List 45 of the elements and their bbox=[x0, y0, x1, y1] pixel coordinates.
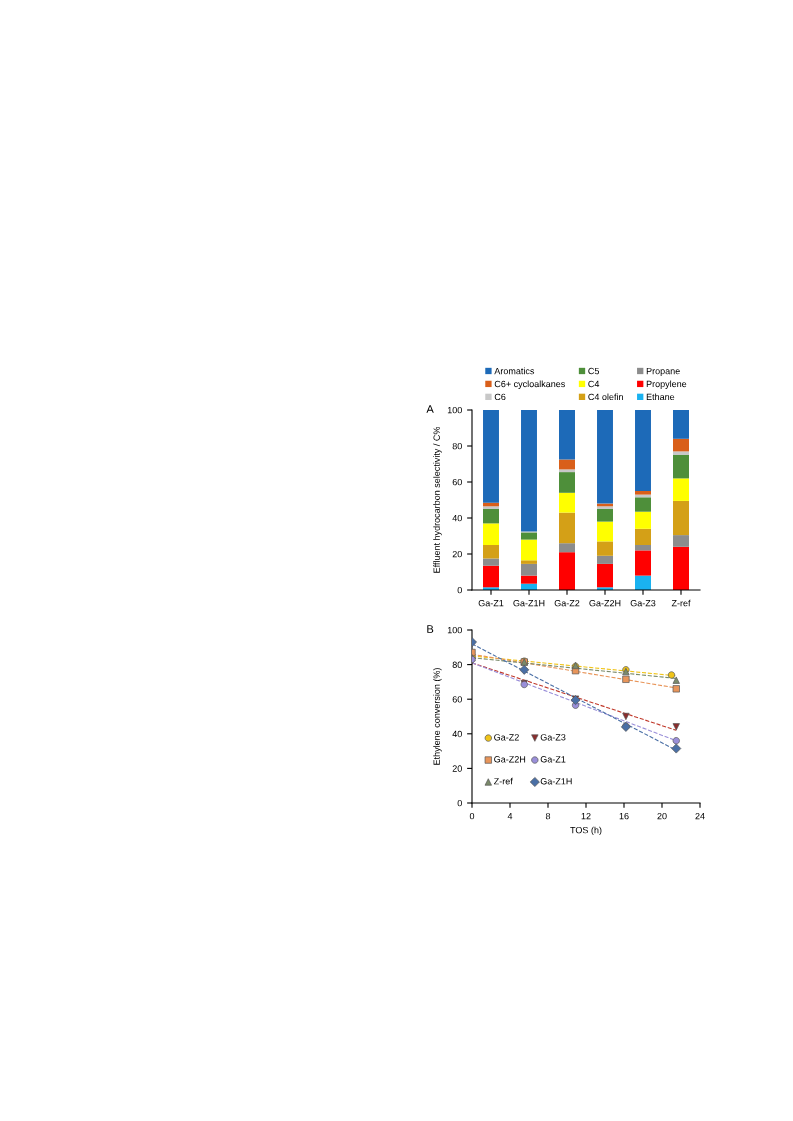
y-axis-title: Effluent hydrocarbon selectivity / C% bbox=[433, 426, 442, 573]
legend-label: Ga-Z3 bbox=[540, 734, 566, 741]
legend-label: Aromatics bbox=[494, 367, 535, 375]
x-tick-label: 24 bbox=[695, 812, 705, 820]
legend-label: Ga-Z1 bbox=[540, 756, 566, 763]
y-tick-label: 40 bbox=[452, 730, 462, 738]
x-axis-title: TOS (h) bbox=[570, 826, 602, 836]
y-tick-label: 60 bbox=[452, 478, 462, 486]
text: A bbox=[426, 405, 434, 413]
y-tick-label: 80 bbox=[452, 442, 462, 450]
x-tick-label: 12 bbox=[581, 812, 591, 820]
y-tick-label: 20 bbox=[452, 550, 462, 558]
legend-label: C4 olefin bbox=[588, 393, 623, 401]
x-tick-label: Ga-Z2H bbox=[589, 599, 621, 607]
x-tick-label: 0 bbox=[469, 812, 475, 820]
legend-label: C6 bbox=[494, 393, 506, 401]
y-tick-label: 100 bbox=[447, 626, 462, 634]
legend-label: C4 bbox=[588, 380, 600, 388]
x-tick-label: Ga-Z1H bbox=[513, 599, 545, 607]
legend-label: Ga-Z1H bbox=[540, 778, 572, 785]
y-tick-label: 0 bbox=[457, 799, 462, 807]
legend-label: Propylene bbox=[646, 380, 687, 389]
y-tick-label: 100 bbox=[447, 406, 462, 414]
x-tick-label: Ga-Z2 bbox=[554, 599, 580, 607]
x-tick-label: 4 bbox=[507, 813, 513, 820]
legend-label: Propane bbox=[646, 367, 680, 377]
y-tick-label: 60 bbox=[452, 696, 462, 703]
y-tick-label: 40 bbox=[452, 514, 462, 522]
legend-label: Ga-Z2H bbox=[494, 756, 526, 763]
x-tick-label: Ga-Z3 bbox=[630, 599, 656, 607]
x-tick-label: 16 bbox=[619, 812, 629, 820]
legend-label: C6+ cycloalkanes bbox=[494, 380, 565, 389]
x-tick-label: 20 bbox=[657, 812, 667, 820]
legend-label: Z-ref bbox=[494, 777, 513, 785]
text: B bbox=[427, 625, 434, 633]
x-tick-label: Z-ref bbox=[671, 599, 691, 607]
x-tick-label: 8 bbox=[545, 812, 551, 820]
legend-label: C5 bbox=[588, 367, 600, 375]
y-tick-label: 20 bbox=[452, 765, 462, 772]
y-tick-label: 80 bbox=[452, 661, 462, 668]
legend-label: Ethane bbox=[646, 393, 675, 401]
x-tick-label: Ga-Z1 bbox=[478, 599, 504, 607]
y-axis-title: Ethylene conversion (%) bbox=[433, 668, 442, 765]
y-tick-label: 0 bbox=[457, 586, 462, 594]
legend-label: Ga-Z2 bbox=[494, 734, 519, 741]
